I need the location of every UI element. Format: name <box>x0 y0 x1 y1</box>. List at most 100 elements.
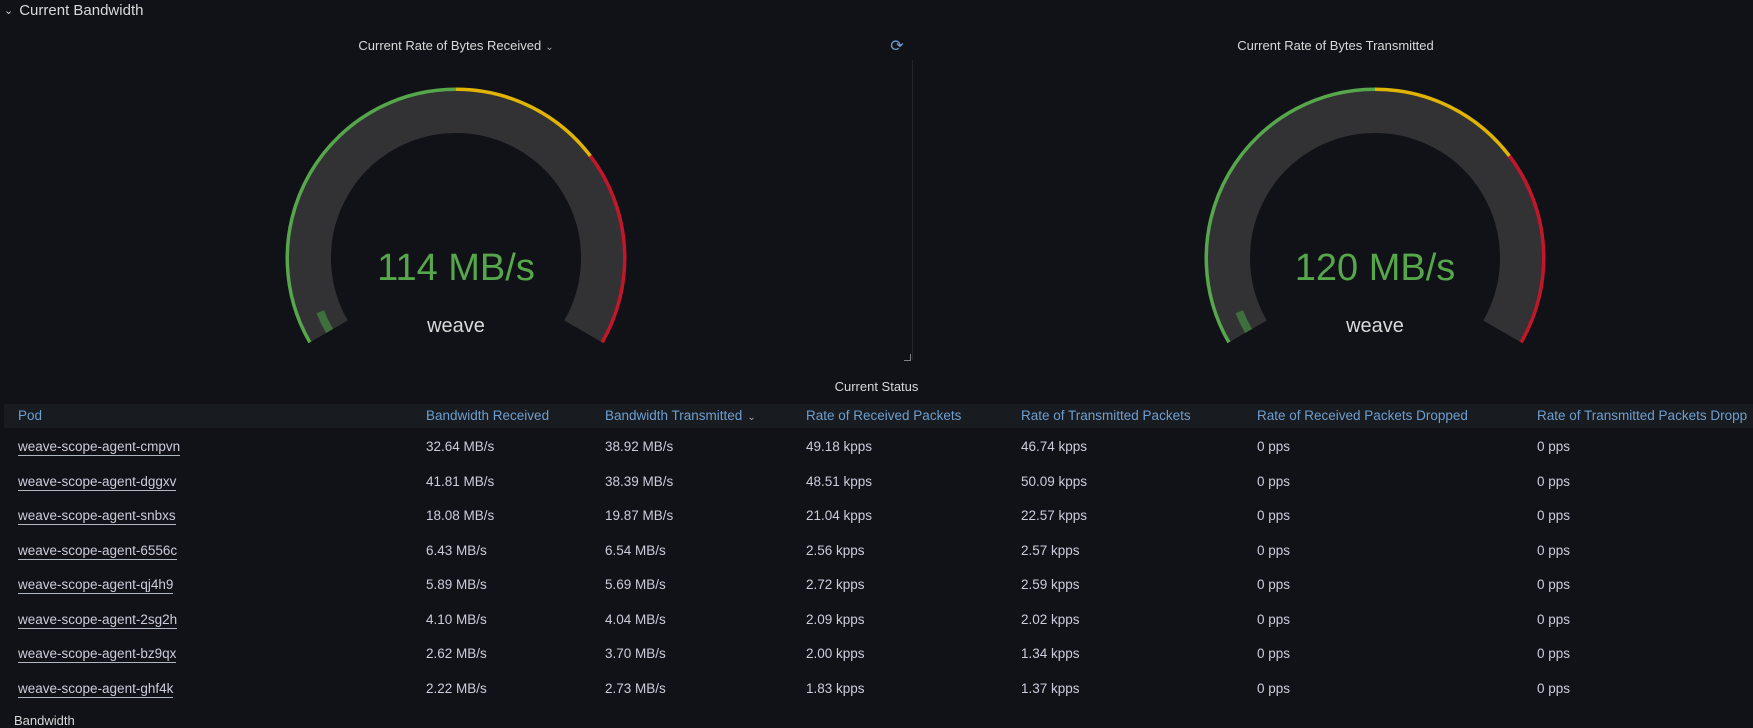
column-header-label: Rate of Transmitted Packets <box>1021 408 1191 423</box>
pod-link-cell[interactable]: weave-scope-agent-bz9qx <box>18 637 177 671</box>
gauge-legend-text: weave <box>1345 315 1404 337</box>
table-cell: 46.74 kpps <box>1021 439 1088 454</box>
table-cell: 2.02 kpps <box>1021 611 1080 627</box>
column-header-received-dropped[interactable]: Rate of Received Packets Dropped <box>1257 404 1527 428</box>
pod-link-cell[interactable]: weave-scope-agent-qj4h9 <box>18 568 174 602</box>
pod-link[interactable]: weave-scope-agent-bz9qx <box>18 646 177 663</box>
gauge-value-text: 114 MB/s <box>377 247 535 289</box>
column-header-rate-received-packets[interactable]: Rate of Received Packets <box>806 404 1016 428</box>
table-cell: 48.51 kpps <box>806 473 873 489</box>
column-header-label: Rate of Transmitted Packets Dropp <box>1537 408 1748 423</box>
pod-link[interactable]: weave-scope-agent-6556c <box>18 542 178 560</box>
column-header-label: Bandwidth Received <box>426 408 550 423</box>
table-cell: 1.34 kpps <box>1021 646 1080 661</box>
table-cell: 2.00 kpps <box>806 646 865 661</box>
panel-title-text: Current Rate of Bytes Transmitted <box>1237 38 1434 53</box>
pod-link[interactable]: weave-scope-agent-dggxv <box>18 473 177 491</box>
gauge-value-start <box>1235 310 1253 333</box>
table-cell: 4.04 MB/s <box>605 611 666 627</box>
table-row: weave-scope-agent-6556c 6.43 MB/s 6.54 MB/… <box>4 534 1753 568</box>
table-cell: 0 pps <box>1257 577 1291 592</box>
table-cell: 5.89 MB/s <box>426 577 487 592</box>
pod-link[interactable]: weave-scope-agent-2sg2h <box>18 611 178 629</box>
table-cell: 1.37 kpps <box>1021 680 1080 696</box>
table-cell: 38.39 MB/s <box>605 473 674 489</box>
threshold-red-arc <box>587 154 627 344</box>
table-cell: 0 pps <box>1257 439 1291 454</box>
table-cell: 0 pps <box>1537 680 1571 696</box>
chevron-down-icon[interactable]: ⌄ <box>545 42 554 53</box>
pod-link-cell[interactable]: weave-scope-agent-ghf4k <box>18 672 174 706</box>
pod-link[interactable]: weave-scope-agent-qj4h9 <box>18 577 174 594</box>
table-cell: 6.43 MB/s <box>426 542 487 558</box>
table-cell: 1.83 kpps <box>806 680 865 696</box>
resize-handle[interactable] <box>904 354 911 361</box>
row-header-current-bandwidth[interactable]: ⌄ Current Bandwidth <box>4 0 143 20</box>
table-row: weave-scope-agent-dggxv 41.81 MB/s 38.39 M… <box>4 465 1753 499</box>
threshold-red-arc <box>1506 154 1546 344</box>
table-cell: 50.09 kpps <box>1021 473 1088 489</box>
table-cell: 0 pps <box>1537 473 1571 489</box>
table-cell: 2.22 MB/s <box>426 680 487 696</box>
column-header-transmitted-dropped[interactable]: Rate of Transmitted Packets Dropp <box>1537 404 1753 428</box>
table-header: Pod Bandwidth Received Bandwidth Transmi… <box>4 404 1753 428</box>
pod-link[interactable]: weave-scope-agent-snbxs <box>18 508 176 525</box>
pod-link[interactable]: weave-scope-agent-cmpvn <box>18 439 181 456</box>
panel-title-bytes-received[interactable]: Current Rate of Bytes Received ⌄ <box>0 38 912 56</box>
table-cell: 0 pps <box>1257 473 1291 489</box>
gauge-value-text: 120 MB/s <box>1295 247 1456 289</box>
row-title: Current Bandwidth <box>19 1 144 19</box>
pod-link-cell[interactable]: weave-scope-agent-dggxv <box>18 465 177 499</box>
table-cell: 22.57 kpps <box>1021 508 1088 523</box>
table-cell: 49.18 kpps <box>806 439 873 454</box>
panel-divider <box>912 60 913 360</box>
column-header-label: Bandwidth Transmitted <box>605 408 743 423</box>
threshold-green-arc <box>285 87 457 344</box>
panel-title-bytes-transmitted[interactable]: Current Rate of Bytes Transmitted <box>918 38 1753 56</box>
table-cell: 38.92 MB/s <box>605 439 674 454</box>
column-header-bandwidth-transmitted[interactable]: Bandwidth Transmitted ⌄ <box>605 404 795 428</box>
table-cell: 4.10 MB/s <box>426 611 487 627</box>
table-cell: 2.59 kpps <box>1021 577 1080 592</box>
table-cell: 32.64 MB/s <box>426 439 495 454</box>
column-header-label: Rate of Received Packets Dropped <box>1257 408 1468 423</box>
panel-title-text: Current Rate of Bytes Received <box>358 38 542 53</box>
gauge-bytes-received: 114 MB/s weave <box>285 87 627 344</box>
pod-link[interactable]: weave-scope-agent-ghf4k <box>18 680 174 698</box>
pod-link-cell[interactable]: weave-scope-agent-6556c <box>18 534 178 568</box>
table-cell: 5.69 MB/s <box>605 577 666 592</box>
next-row-title[interactable]: Bandwidth <box>14 713 75 728</box>
table-cell: 0 pps <box>1537 611 1571 627</box>
table-cell: 0 pps <box>1257 680 1291 696</box>
column-header-pod[interactable]: Pod <box>18 404 378 428</box>
chevron-down-icon[interactable]: ⌄ <box>4 4 14 17</box>
table-title: Current Status <box>834 379 919 394</box>
table-cell: 2.62 MB/s <box>426 646 487 661</box>
refresh-icon[interactable]: ⟳ <box>890 38 904 55</box>
table-cell: 41.81 MB/s <box>426 473 495 489</box>
table-cell: 19.87 MB/s <box>605 508 674 523</box>
table-row: weave-scope-agent-2sg2h 4.10 MB/s 4.04 MB/… <box>4 603 1753 637</box>
table-cell: 21.04 kpps <box>806 508 873 523</box>
table-cell: 6.54 MB/s <box>605 542 666 558</box>
table-cell: 2.09 kpps <box>806 611 865 627</box>
column-header-bandwidth-received[interactable]: Bandwidth Received <box>426 404 596 428</box>
table-cell: 0 pps <box>1257 611 1291 627</box>
gauge-bytes-transmitted: 120 MB/s weave <box>1204 87 1546 344</box>
threshold-yellow-arc <box>455 87 592 158</box>
table-cell: 0 pps <box>1537 439 1571 454</box>
table-cell: 0 pps <box>1537 577 1571 592</box>
table-cell: 2.57 kpps <box>1021 542 1080 558</box>
table-cell: 0 pps <box>1257 646 1291 661</box>
table-cell: 0 pps <box>1537 508 1571 523</box>
sort-descending-icon: ⌄ <box>747 412 756 423</box>
table-cell: 2.56 kpps <box>806 542 865 558</box>
column-header-label: Pod <box>18 408 43 423</box>
table-cell: 18.08 MB/s <box>426 508 495 523</box>
pod-link-cell[interactable]: weave-scope-agent-snbxs <box>18 499 176 533</box>
pod-link-cell[interactable]: weave-scope-agent-2sg2h <box>18 603 178 637</box>
table-row: weave-scope-agent-qj4h9 5.89 MB/s 5.69 MB/… <box>4 568 1753 602</box>
column-header-rate-transmitted-packets[interactable]: Rate of Transmitted Packets <box>1021 404 1251 428</box>
pod-link-cell[interactable]: weave-scope-agent-cmpvn <box>18 430 181 464</box>
threshold-yellow-arc <box>1374 87 1511 158</box>
